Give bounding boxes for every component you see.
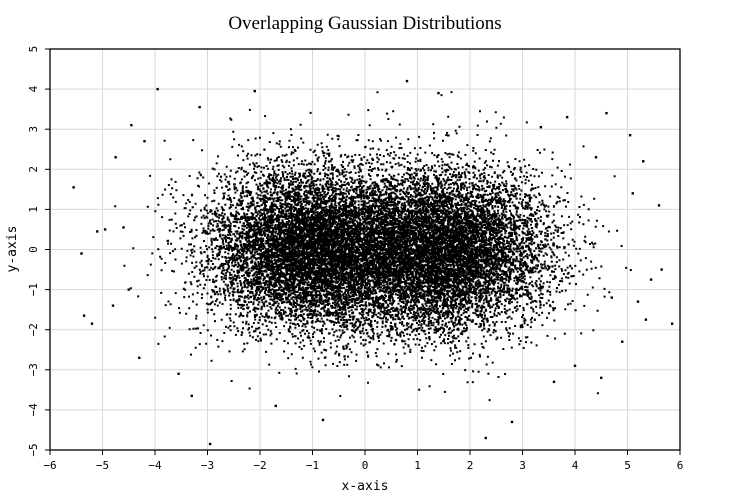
- y-tick-label: 5: [27, 46, 40, 53]
- outlier-point: [484, 436, 487, 440]
- y-tick-label: 1: [27, 206, 40, 213]
- gaussian-cloud-points: [114, 91, 632, 402]
- outlier-point: [72, 186, 75, 189]
- outlier-point: [670, 322, 674, 325]
- y-tick-label: 4: [27, 85, 40, 92]
- y-tick-label: −4: [27, 403, 40, 417]
- y-tick-label: 0: [27, 246, 40, 253]
- x-tick-label: 5: [624, 459, 631, 472]
- y-tick-label: −3: [27, 363, 40, 376]
- y-tick-label: −2: [27, 323, 40, 336]
- outlier-point: [573, 364, 577, 367]
- y-tick-label: 2: [27, 166, 40, 173]
- outlier-point: [156, 87, 159, 91]
- outlier-point: [127, 288, 130, 291]
- x-tick-label: 6: [677, 459, 684, 472]
- outlier-point: [190, 394, 193, 398]
- y-tick-label: −1: [27, 283, 40, 296]
- x-tick-label: −2: [253, 459, 266, 472]
- chart-title: Overlapping Gaussian Distributions: [228, 13, 501, 34]
- outlier-point: [96, 230, 99, 233]
- y-axis-label: y-axis: [5, 226, 20, 273]
- outlier-point: [114, 156, 117, 159]
- outlier-point: [631, 192, 634, 195]
- outlier-point: [274, 404, 277, 408]
- x-tick-label: 2: [467, 459, 474, 472]
- outlier-point: [437, 91, 440, 95]
- outlier-point: [628, 134, 632, 137]
- outlier-point: [122, 226, 125, 229]
- outlier-point: [610, 296, 613, 299]
- x-tick-label: 4: [572, 459, 579, 472]
- outlier-point: [198, 105, 201, 109]
- outlier-point: [82, 314, 86, 317]
- outlier-point: [605, 111, 608, 115]
- x-tick-label: −3: [201, 459, 214, 472]
- x-tick-label: 0: [362, 459, 369, 472]
- outlier-point: [636, 300, 640, 303]
- outlier-point: [130, 123, 133, 127]
- x-tick-label: 3: [519, 459, 526, 472]
- outlier-point: [565, 115, 569, 119]
- outlier-point: [552, 380, 556, 384]
- outlier-point: [90, 322, 94, 325]
- outlier-point: [649, 278, 653, 281]
- outlier-point: [539, 125, 543, 129]
- outlier-point: [644, 318, 648, 321]
- x-tick-label: 1: [414, 459, 421, 472]
- outlier-point: [660, 268, 663, 271]
- outlier-point: [600, 376, 603, 380]
- x-tick-label: −6: [43, 459, 56, 472]
- outlier-point: [321, 418, 325, 422]
- data-points: [72, 79, 674, 446]
- outlier-point: [111, 304, 115, 307]
- outlier-point: [642, 160, 645, 163]
- outlier-point: [138, 356, 141, 359]
- y-tick-label: −5: [27, 443, 40, 456]
- y-axis-ticks: −5 −4 −3 −2 −1 0 1 2 3 4 5: [27, 46, 50, 457]
- outlier-point: [103, 228, 107, 231]
- outlier-point: [80, 252, 83, 255]
- outlier-point: [177, 372, 180, 376]
- x-axis-label: x-axis: [342, 479, 389, 494]
- outlier-point: [405, 79, 409, 83]
- outlier-point: [594, 156, 598, 159]
- outlier-point: [621, 340, 624, 343]
- outlier-point: [143, 140, 146, 143]
- y-tick-label: 3: [27, 126, 40, 133]
- outlier-point: [253, 89, 256, 93]
- outlier-point: [208, 442, 212, 446]
- outlier-point: [657, 204, 661, 207]
- outlier-point: [510, 420, 514, 424]
- x-axis-ticks: −6 −5 −4 −3 −2 −1 0 1 2 3 4 5 6: [43, 450, 683, 472]
- x-tick-label: −4: [148, 459, 162, 472]
- x-tick-label: −1: [306, 459, 319, 472]
- x-tick-label: −5: [96, 459, 109, 472]
